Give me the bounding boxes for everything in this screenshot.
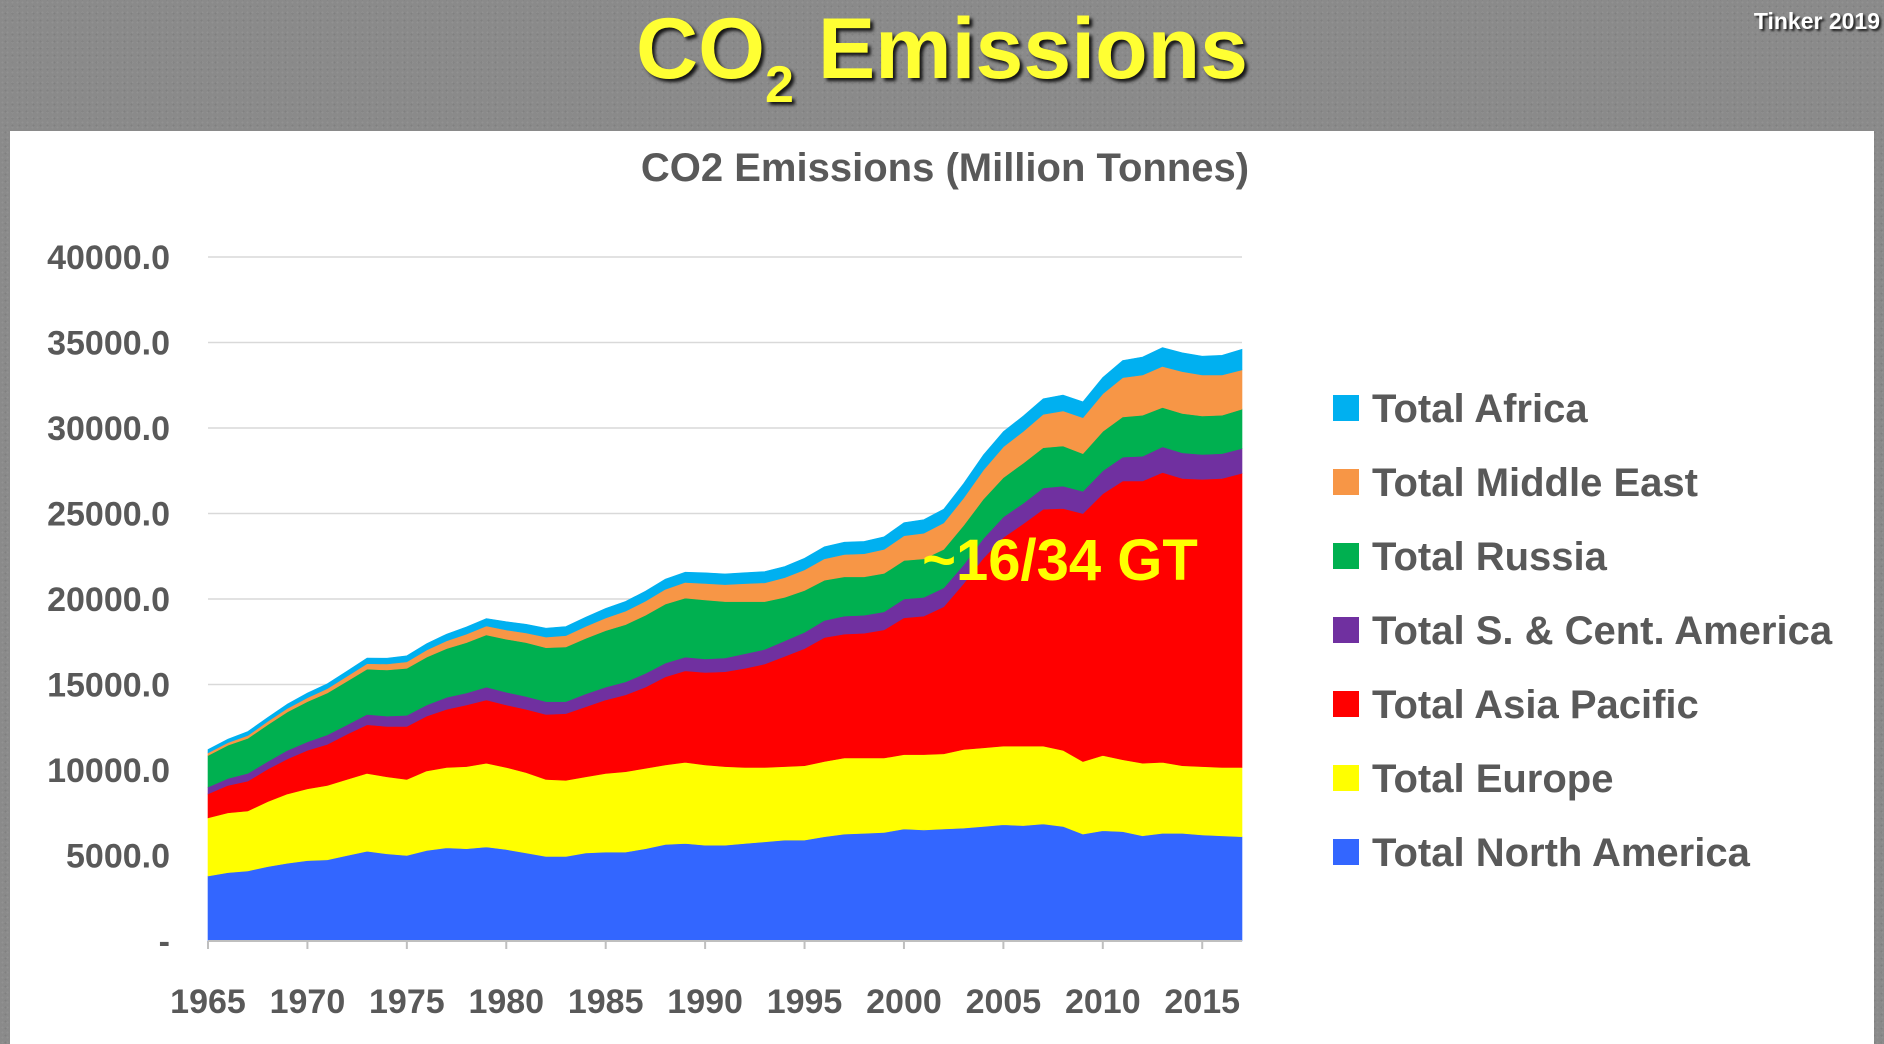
chart-title: CO2 Emissions (Million Tonnes) bbox=[641, 146, 1249, 190]
slide-title-subscript: 2 bbox=[765, 56, 794, 114]
legend-label: Total Asia Pacific bbox=[1372, 683, 1699, 727]
x-tick-label: 1970 bbox=[270, 983, 346, 1021]
y-tick-label: - bbox=[159, 923, 170, 961]
axes: - 5000.0 10000.0 15000.0 20000.0 25000.0 30000… bbox=[47, 239, 1242, 1021]
legend-swatch bbox=[1333, 765, 1359, 791]
area-series-group bbox=[207, 347, 1243, 942]
legend-item-total-asia-pacific: Total Asia Pacific bbox=[1333, 683, 1699, 727]
y-tick-label: 25000.0 bbox=[47, 496, 170, 534]
x-tick-label: 2015 bbox=[1164, 983, 1240, 1021]
legend-item-total-north-america: Total North America bbox=[1333, 831, 1751, 875]
slide-title: CO2 Emissions bbox=[0, 6, 1884, 111]
legend-label: Total S. & Cent. America bbox=[1372, 609, 1833, 653]
legend-label: Total North America bbox=[1372, 831, 1751, 875]
x-tick-label: 1995 bbox=[767, 983, 843, 1021]
y-tick-label: 10000.0 bbox=[47, 752, 170, 790]
y-tick-label: 40000.0 bbox=[47, 239, 170, 277]
legend-swatch bbox=[1333, 839, 1359, 865]
legend-item-total-middle-east: Total Middle East bbox=[1333, 461, 1698, 505]
legend-label: Total Russia bbox=[1372, 535, 1608, 579]
legend-swatch bbox=[1333, 469, 1359, 495]
legend-item-total-s-cent-america: Total S. & Cent. America bbox=[1333, 609, 1833, 653]
annotation-16-34-gt: ~16/34 GT bbox=[922, 528, 1198, 593]
legend-label: Total Europe bbox=[1372, 757, 1613, 801]
y-tick-label: 30000.0 bbox=[47, 410, 170, 448]
chart-panel: CO2 Emissions (Million Tonnes) - 5000.0 10… bbox=[10, 131, 1874, 1044]
x-tick-label: 2010 bbox=[1065, 983, 1141, 1021]
legend-swatch bbox=[1333, 617, 1359, 643]
x-tick-label: 2000 bbox=[866, 983, 942, 1021]
y-tick-label: 35000.0 bbox=[47, 325, 170, 363]
x-tick-label: 1965 bbox=[170, 983, 246, 1021]
x-tick-label: 1990 bbox=[667, 983, 743, 1021]
x-tick-label: 1980 bbox=[468, 983, 544, 1021]
legend: Total Africa Total Middle East Total Russi… bbox=[1333, 387, 1833, 875]
y-tick-label: 20000.0 bbox=[47, 581, 170, 619]
x-tick-label: 1985 bbox=[568, 983, 644, 1021]
slide-title-main: CO bbox=[636, 1, 765, 97]
x-tick-label: 2005 bbox=[966, 983, 1042, 1021]
legend-item-total-africa: Total Africa bbox=[1333, 387, 1588, 431]
x-tick-label: 1975 bbox=[369, 983, 445, 1021]
legend-label: Total Middle East bbox=[1372, 461, 1698, 505]
legend-item-total-russia: Total Russia bbox=[1333, 535, 1608, 579]
legend-label: Total Africa bbox=[1372, 387, 1588, 431]
legend-item-total-europe: Total Europe bbox=[1333, 757, 1613, 801]
legend-swatch bbox=[1333, 543, 1359, 569]
credit-text: Tinker 2019 bbox=[1753, 8, 1880, 34]
area-total-africa bbox=[207, 347, 1243, 754]
legend-swatch bbox=[1333, 395, 1359, 421]
y-tick-label: 15000.0 bbox=[47, 667, 170, 705]
y-tick-label: 5000.0 bbox=[66, 838, 170, 876]
slide-title-rest: Emissions bbox=[793, 1, 1248, 97]
co2-area-chart: CO2 Emissions (Million Tonnes) - 5000.0 10… bbox=[47, 146, 1833, 1021]
legend-swatch bbox=[1333, 691, 1359, 717]
